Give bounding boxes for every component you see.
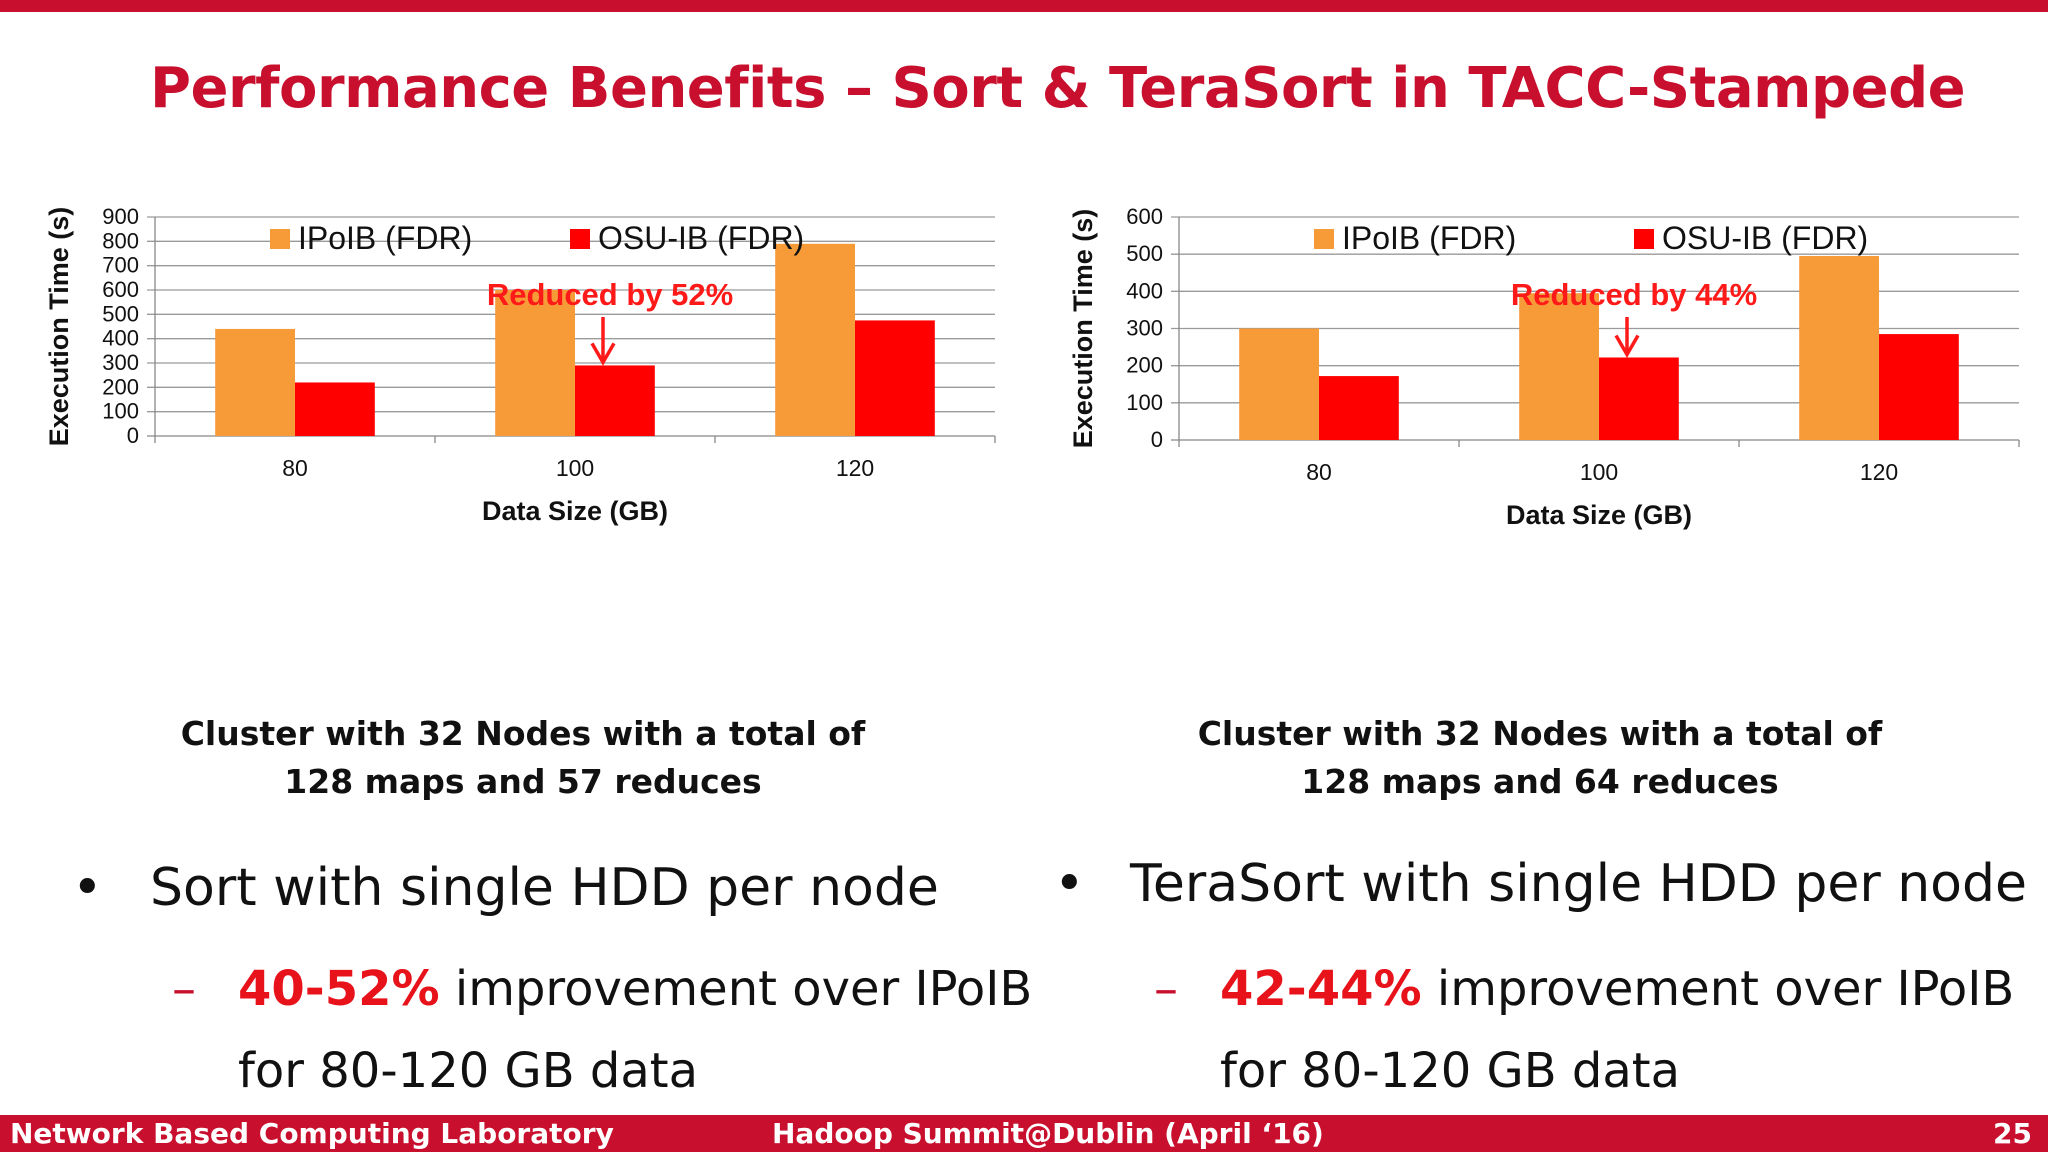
left-caption-line2: 128 maps and 57 reduces	[284, 762, 762, 801]
terasort-chart: 0 100 200 300 400 500 600 80 100 120 Data Size (GB…	[1068, 204, 2020, 530]
bar-osu-ib-100	[1599, 357, 1679, 440]
bar-ipoib-80	[215, 328, 295, 436]
x-tick-label: 80	[282, 455, 308, 481]
x-axis-label: Data Size (GB)	[1506, 500, 1692, 530]
right-dash-glyph: –	[1154, 961, 1178, 1017]
top-accent-bar	[0, 0, 2048, 12]
right-improvement-text: improvement over IPoIB	[1421, 961, 2015, 1017]
bar-osu-ib-120	[1879, 334, 1959, 440]
right-bullet-glyph: •	[1054, 854, 1085, 914]
legend-swatch-ipoib	[270, 229, 290, 249]
left-bullet: • Sort with single HDD per node	[72, 858, 939, 918]
y-tick-label: 700	[102, 253, 139, 278]
bar-osu-ib-100	[575, 365, 655, 436]
x-tick-label: 100	[1580, 459, 1618, 485]
footer-lab: Network Based Computing Laboratory	[10, 1117, 614, 1150]
y-tick-label: 200	[1126, 353, 1163, 378]
legend-label-ipoib: IPoIB (FDR)	[298, 220, 472, 256]
y-tick-label: 100	[102, 399, 139, 424]
left-bullet-glyph: •	[72, 858, 103, 918]
y-tick-label: 300	[102, 350, 139, 375]
x-tick-label: 100	[556, 455, 594, 481]
bar-ipoib-100	[495, 290, 575, 436]
left-bullet-text: Sort with single HDD per node	[150, 858, 939, 918]
y-tick-label: 600	[102, 277, 139, 302]
bar-ipoib-80	[1239, 328, 1319, 440]
legend-label-ipoib: IPoIB (FDR)	[1342, 220, 1516, 256]
right-subpoint: – 42-44% improvement over IPoIB for 80-1…	[1154, 948, 2014, 1112]
x-tick-label: 120	[1860, 459, 1898, 485]
y-tick-label: 100	[1126, 390, 1163, 415]
y-tick-label: 0	[1151, 427, 1163, 452]
reduction-annotation: Reduced by 52%	[487, 277, 733, 312]
right-bullet: • TeraSort with single HDD per node	[1054, 854, 2027, 914]
reduction-annotation: Reduced by 44%	[1511, 277, 1757, 312]
right-caption-line2: 128 maps and 64 reduces	[1301, 762, 1779, 801]
legend-label-osu-ib: OSU-IB (FDR)	[1662, 220, 1868, 256]
y-tick-label: 300	[1126, 316, 1163, 341]
y-tick-label: 400	[1126, 278, 1163, 303]
left-dash-glyph: –	[172, 961, 196, 1017]
y-tick-label: 900	[102, 204, 139, 229]
y-tick-label: 200	[102, 374, 139, 399]
left-caption: Cluster with 32 Nodes with a total of 12…	[173, 710, 873, 806]
left-improvement-line2: for 80-120 GB data	[238, 1043, 699, 1099]
x-tick-label: 120	[836, 455, 874, 481]
left-subpoint: – 40-52% improvement over IPoIB for 80-1…	[172, 948, 1032, 1112]
reduction-arrow-head	[1614, 334, 1640, 358]
y-tick-label: 400	[102, 326, 139, 351]
bar-ipoib-100	[1519, 293, 1599, 440]
bar-osu-ib-120	[855, 320, 935, 436]
bar-osu-ib-80	[1319, 376, 1399, 440]
y-tick-label: 0	[127, 423, 139, 448]
y-axis-label: Execution Time (s)	[1068, 209, 1098, 449]
bar-ipoib-120	[1799, 256, 1879, 440]
y-tick-label: 800	[102, 228, 139, 253]
bar-osu-ib-80	[295, 382, 375, 436]
bar-ipoib-120	[775, 243, 855, 436]
x-axis-label: Data Size (GB)	[482, 496, 668, 526]
left-caption-line1: Cluster with 32 Nodes with a total of	[180, 714, 866, 753]
legend-swatch-osu-ib	[1634, 229, 1654, 249]
reduction-arrow-head	[590, 342, 616, 366]
y-tick-label: 500	[1126, 241, 1163, 266]
footer-event: Hadoop Summit@Dublin (April ‘16)	[772, 1117, 1324, 1150]
legend-swatch-ipoib	[1314, 229, 1334, 249]
right-improvement-value: 42-44%	[1220, 961, 1422, 1017]
x-tick-label: 80	[1306, 459, 1332, 485]
right-bullet-text: TeraSort with single HDD per node	[1130, 854, 2027, 914]
left-improvement-value: 40-52%	[238, 961, 440, 1017]
y-tick-label: 500	[102, 301, 139, 326]
footer-page-number: 25	[1993, 1117, 2032, 1150]
left-improvement-text: improvement over IPoIB	[439, 961, 1033, 1017]
footer-bar: Network Based Computing Laboratory Hadoo…	[0, 1115, 2048, 1152]
right-caption: Cluster with 32 Nodes with a total of 12…	[1190, 710, 1890, 806]
right-improvement-line2: for 80-120 GB data	[1220, 1043, 1681, 1099]
y-tick-label: 600	[1126, 204, 1163, 229]
legend-swatch-osu-ib	[570, 229, 590, 249]
right-caption-line1: Cluster with 32 Nodes with a total of	[1197, 714, 1883, 753]
slide-title: Performance Benefits – Sort & TeraSort i…	[150, 56, 1966, 121]
legend-label-osu-ib: OSU-IB (FDR)	[598, 220, 804, 256]
y-axis-label: Execution Time (s)	[44, 207, 74, 447]
